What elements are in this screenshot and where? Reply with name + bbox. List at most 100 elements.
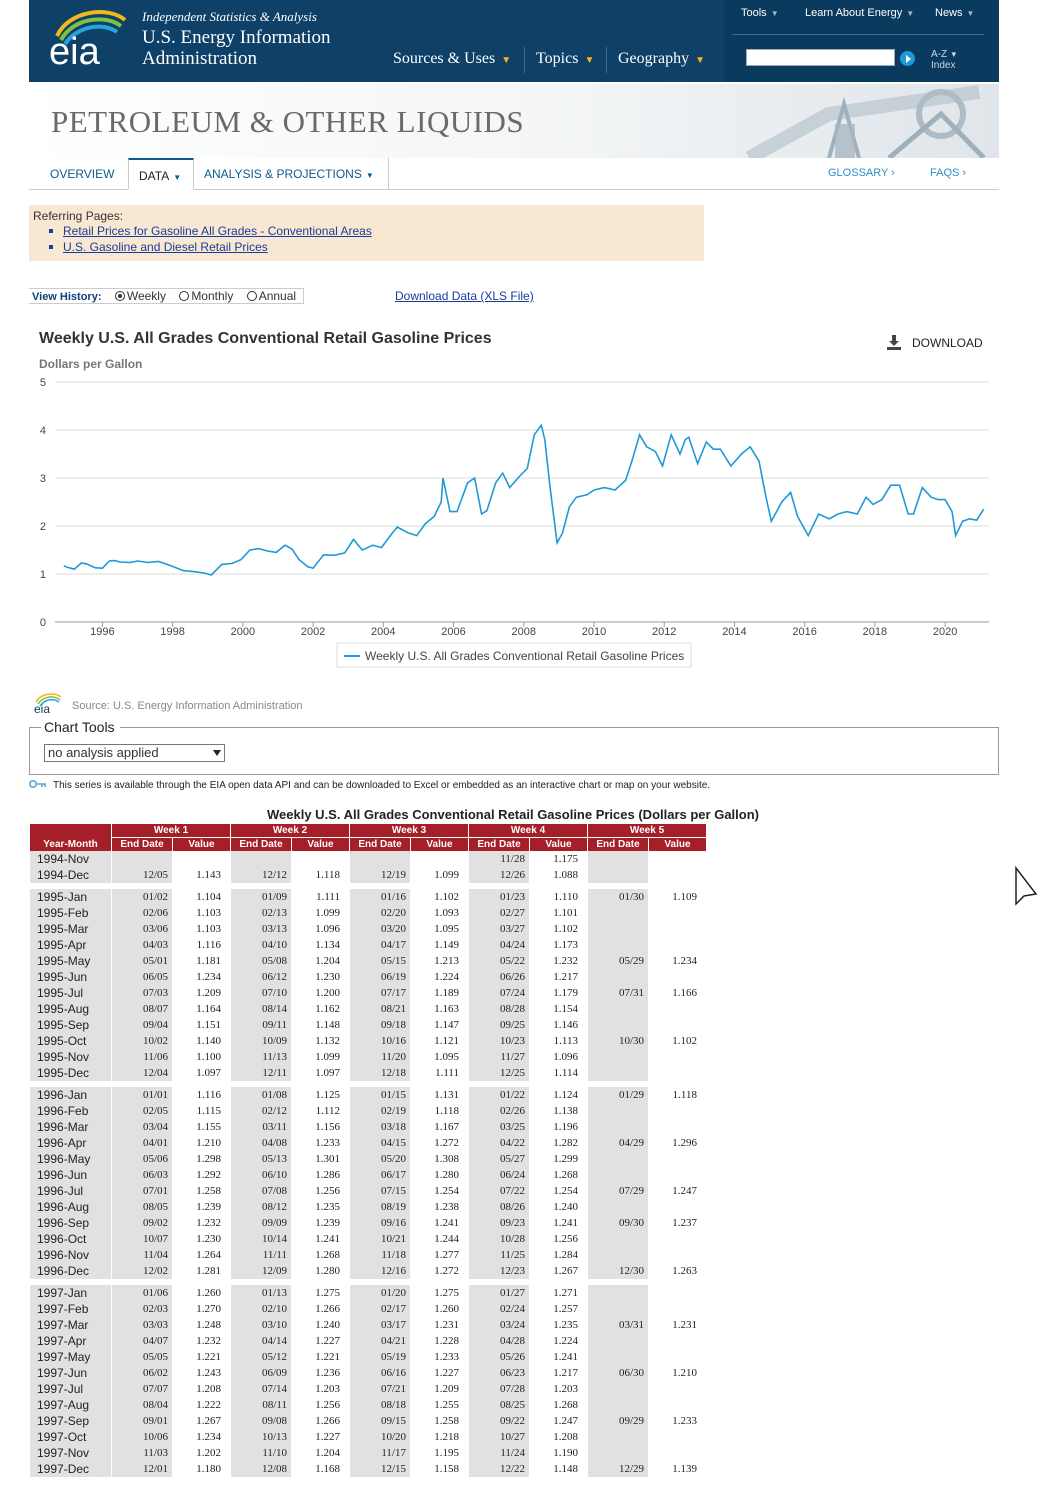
chevron-down-icon: ▼ xyxy=(173,173,182,182)
end-date-cell: 10/09 xyxy=(231,1033,291,1049)
value-cell: 1.308 xyxy=(434,1153,459,1165)
value-cell: 1.118 xyxy=(672,1089,697,1101)
value-header: Value xyxy=(530,838,587,851)
value-cell: 1.156 xyxy=(315,1121,340,1133)
end-date-cell: 07/21 xyxy=(350,1381,410,1397)
nav-geography[interactable]: Geography ▼ xyxy=(618,50,705,68)
series-line[interactable] xyxy=(63,423,985,576)
year-month-cell: 1997-Dec xyxy=(30,1461,111,1477)
year-month-cell: 1995-Dec xyxy=(30,1065,111,1081)
download-xls-link[interactable]: Download Data (XLS File) xyxy=(395,289,534,303)
radio-label: Weekly xyxy=(126,289,166,303)
radio-annual[interactable] xyxy=(246,291,257,301)
week-header: Week 2 xyxy=(231,824,349,838)
end-date-cell: 10/14 xyxy=(231,1231,291,1247)
value-cell: 1.234 xyxy=(196,1431,221,1443)
value-cell: 1.238 xyxy=(434,1201,459,1213)
table-row: 1996-Mar 03/04 1.155 03/11 1.156 03/18 1.167 03… xyxy=(30,1119,706,1135)
chart-download-button[interactable]: DOWNLOAD xyxy=(886,334,983,350)
search-go-icon[interactable] xyxy=(900,51,915,66)
year-month-cell: 1997-Oct xyxy=(30,1429,111,1445)
end-date-cell: 02/26 xyxy=(469,1103,529,1119)
view-history-label: View History: xyxy=(32,291,102,303)
value-cell: 1.213 xyxy=(434,955,459,967)
tab-analysis-projections[interactable]: ANALYSIS & PROJECTIONS ▼ xyxy=(194,158,389,189)
value-cell xyxy=(649,1017,706,1033)
end-date-cell: 12/01 xyxy=(112,1461,172,1477)
value-cell: 1.234 xyxy=(672,955,697,967)
radio-monthly[interactable] xyxy=(179,291,190,301)
value-cell: 1.110 xyxy=(553,891,578,903)
chart-legend[interactable]: Weekly U.S. All Grades Conventional Reta… xyxy=(336,642,692,668)
x-tick-label: 1996 xyxy=(90,626,114,638)
x-tick-label: 2000 xyxy=(231,626,255,638)
end-date-cell: 12/12 xyxy=(231,867,291,883)
value-cell xyxy=(292,851,349,867)
value-cell: 1.282 xyxy=(553,1137,578,1149)
nav-topics[interactable]: Topics ▼ xyxy=(536,50,594,68)
az-label: A-Z xyxy=(931,49,948,60)
end-date-cell: 03/20 xyxy=(350,921,410,937)
table-row: 1994-Nov 11/28 1.175 xyxy=(30,851,706,867)
y-axis-label: Dollars per Gallon xyxy=(39,357,142,371)
value-cell: 1.233 xyxy=(434,1351,459,1363)
value-cell: 1.148 xyxy=(553,1463,578,1475)
value-cell xyxy=(649,1301,706,1317)
value-cell: 1.280 xyxy=(315,1265,340,1277)
search-input[interactable] xyxy=(746,49,895,66)
fieldset-border xyxy=(120,727,999,728)
utility-news[interactable]: News ▼ xyxy=(935,7,974,19)
end-date-cell: 10/28 xyxy=(469,1231,529,1247)
end-date-cell: 06/24 xyxy=(469,1167,529,1183)
year-month-cell: 1996-Dec xyxy=(30,1263,111,1279)
end-date-cell: 07/28 xyxy=(469,1381,529,1397)
end-date-cell xyxy=(588,1151,648,1167)
referring-link[interactable]: U.S. Gasoline and Diesel Retail Prices xyxy=(63,240,268,254)
tab-overview[interactable]: OVERVIEW xyxy=(50,158,114,189)
end-date-cell: 12/19 xyxy=(350,867,410,883)
end-date-cell: 11/18 xyxy=(350,1247,410,1263)
value-cell: 1.247 xyxy=(672,1185,697,1197)
end-date-cell: 11/20 xyxy=(350,1049,410,1065)
value-cell: 1.230 xyxy=(196,1233,221,1245)
end-date-cell: 01/20 xyxy=(350,1285,410,1301)
end-date-cell: 06/03 xyxy=(112,1167,172,1183)
end-date-cell: 04/29 xyxy=(588,1135,648,1151)
utility-learn-about-energy[interactable]: Learn About Energy ▼ xyxy=(805,7,914,19)
end-date-cell xyxy=(588,1429,648,1445)
end-date-cell: 07/01 xyxy=(112,1183,172,1199)
value-cell: 1.231 xyxy=(434,1319,459,1331)
nav-sources-uses[interactable]: Sources & Uses ▼ xyxy=(393,50,511,68)
end-date-cell: 07/24 xyxy=(469,985,529,1001)
analysis-select[interactable]: no analysis applied xyxy=(44,744,225,762)
end-date-cell: 07/22 xyxy=(469,1183,529,1199)
referring-link[interactable]: Retail Prices for Gasoline All Grades - … xyxy=(63,224,372,238)
end-date-cell: 04/14 xyxy=(231,1333,291,1349)
year-month-cell: 1997-Jun xyxy=(30,1365,111,1381)
tab-data[interactable]: DATA ▼ xyxy=(128,158,194,190)
value-cell: 1.221 xyxy=(196,1351,221,1363)
table-row: 1995-Mar 03/06 1.103 03/13 1.096 03/20 1.095 03… xyxy=(30,921,706,937)
radio-weekly[interactable] xyxy=(114,291,125,301)
nav-divider xyxy=(606,47,607,73)
utility-tools[interactable]: Tools ▼ xyxy=(741,7,779,19)
end-date-cell: 04/17 xyxy=(350,937,410,953)
end-date-cell: 01/01 xyxy=(112,1087,172,1103)
end-date-cell: 11/25 xyxy=(469,1247,529,1263)
end-date-cell: 09/02 xyxy=(112,1215,172,1231)
az-index-link[interactable]: A-Z ▼ Index xyxy=(931,49,958,71)
value-cell: 1.095 xyxy=(434,1051,459,1063)
value-cell: 1.208 xyxy=(196,1383,221,1395)
price-chart[interactable]: Dollars per Gallon 0 1 2 3 4 5 1996 1998 2000 20… xyxy=(0,355,1038,685)
value-cell: 1.241 xyxy=(315,1233,340,1245)
faqs-link[interactable]: FAQS › xyxy=(930,167,967,179)
value-cell: 1.222 xyxy=(196,1399,221,1411)
glossary-link[interactable]: GLOSSARY › xyxy=(828,167,895,179)
eia-logo[interactable]: eia xyxy=(47,6,129,70)
referring-pages-box: Referring Pages: Retail Prices for Gasol… xyxy=(29,205,704,261)
x-tick-label: 2012 xyxy=(652,626,676,638)
end-date-cell: 04/03 xyxy=(112,937,172,953)
value-cell xyxy=(649,1119,706,1135)
value-cell: 1.109 xyxy=(672,891,697,903)
agency-name[interactable]: U.S. Energy Information Administration xyxy=(142,27,362,69)
